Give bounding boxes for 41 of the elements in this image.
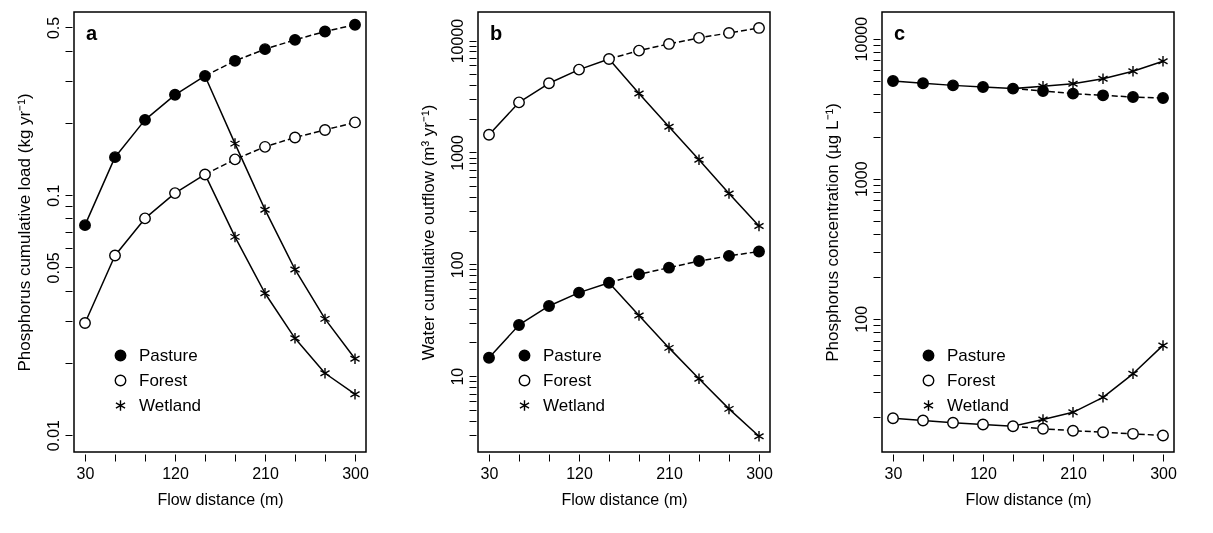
text: b [490, 22, 503, 44]
legend-label: Pasture [139, 345, 198, 365]
legend-label: Pasture [947, 345, 1006, 365]
y-tick-label: 1000 [448, 135, 466, 171]
y-axis-title: Phosphorus cumulative load (kg yr⁻¹) [14, 93, 34, 372]
x-axis-title: Flow distance (m) [965, 490, 1092, 508]
legend-label: Forest [139, 370, 188, 390]
y-tick-label: 10000 [852, 16, 870, 62]
x-tick-label: 30 [480, 464, 499, 482]
x-tick-label: 120 [566, 464, 593, 482]
y-tick-label: 10 [448, 367, 466, 386]
legend-label: Pasture [543, 345, 602, 365]
x-axis-title: Flow distance (m) [561, 490, 688, 508]
text: c [894, 22, 906, 44]
y-tick-label: 0.05 [44, 252, 62, 284]
legend-label: Forest [543, 370, 592, 390]
legend-label: Wetland [139, 395, 202, 415]
x-tick-label: 210 [252, 464, 279, 482]
y-axis-title: Water cumulative outflow (m³ yr⁻¹) [418, 104, 438, 361]
x-tick-label: 210 [656, 464, 683, 482]
y-axis-title: Phosphorus concentration (µg L⁻¹) [822, 103, 842, 362]
x-tick-label: 120 [162, 464, 189, 482]
legend-label: Wetland [543, 395, 606, 415]
x-tick-label: 210 [1060, 464, 1087, 482]
y-tick-label: 100 [448, 251, 466, 279]
y-tick-label: 0.01 [44, 419, 62, 452]
legend-label: Wetland [947, 395, 1010, 415]
x-tick-label: 300 [342, 464, 369, 482]
y-tick-label: 0.1 [44, 184, 62, 207]
x-axis-title: Flow distance (m) [157, 490, 284, 508]
x-tick-label: 300 [1150, 464, 1177, 482]
x-tick-label: 30 [76, 464, 95, 482]
x-tick-label: 300 [746, 464, 773, 482]
y-tick-label: 10000 [448, 18, 466, 64]
legend-label: Forest [947, 370, 996, 390]
y-tick-label: 100 [852, 305, 870, 333]
x-tick-label: 30 [884, 464, 903, 482]
y-tick-label: 0.5 [44, 16, 62, 40]
y-tick-label: 1000 [852, 161, 870, 198]
x-tick-label: 120 [970, 464, 997, 482]
text: a [86, 22, 98, 44]
